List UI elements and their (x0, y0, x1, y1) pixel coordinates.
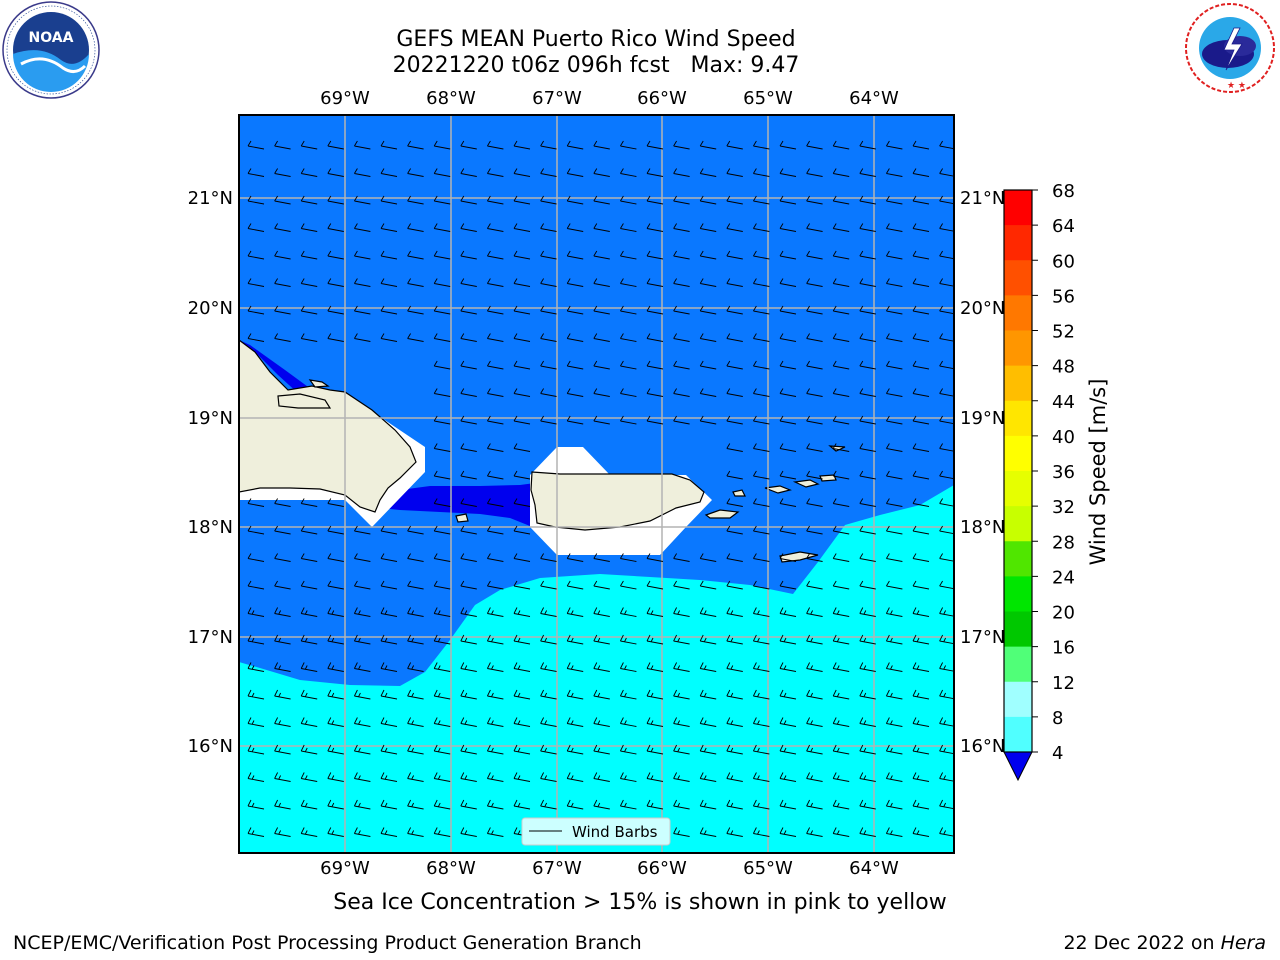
colorbar-segment-7 (1004, 435, 1032, 472)
lat-label-right-1: 20°N (960, 298, 1005, 319)
lat-label-left-3: 18°N (188, 517, 233, 538)
colorbar-tick-4: 4 (1052, 743, 1063, 764)
colorbar-tick-32: 32 (1052, 497, 1075, 518)
land-puerto-rico (530, 471, 705, 531)
land-tortuga (277, 393, 332, 409)
colorbar-segment-3 (1004, 295, 1032, 331)
svg-text:★ ★: ★ ★ (1227, 81, 1246, 91)
colorbar-segment-11 (1004, 576, 1032, 612)
colorbar-segment-6 (1004, 400, 1032, 437)
lon-label-top-3: 66°W (637, 88, 687, 109)
lat-label-left-5: 16°N (188, 736, 233, 757)
colorbar-tick-24: 24 (1052, 567, 1075, 588)
colorbar-tick-28: 28 (1052, 532, 1075, 553)
land-vieques (704, 509, 740, 519)
lon-label-bottom-5: 64°W (849, 858, 899, 879)
colorbar-tick-52: 52 (1052, 322, 1075, 343)
colorbar-segment-0 (1004, 190, 1032, 226)
lon-label-top-1: 68°W (426, 88, 476, 109)
legend-label: Wind Barbs (572, 823, 658, 841)
noaa-logo-text: NOAA (29, 30, 74, 46)
footer-branch: NCEP/EMC/Verification Post Processing Pr… (13, 932, 642, 954)
colorbar-segment-14 (1004, 681, 1032, 718)
colorbar-tick-16: 16 (1052, 638, 1075, 659)
lon-label-top-4: 65°W (743, 88, 793, 109)
colorbar-tick-56: 56 (1052, 286, 1075, 307)
sea-ice-note: Sea Ice Concentration > 15% is shown in … (333, 890, 947, 915)
map-area (239, 115, 954, 853)
lat-label-left-4: 17°N (188, 627, 233, 648)
lat-label-right-2: 19°N (960, 408, 1005, 429)
wind-barb-glyphs (247, 140, 954, 837)
colorbar-tick-12: 12 (1052, 673, 1075, 694)
lat-label-right-0: 21°N (960, 188, 1005, 209)
lon-label-bottom-2: 67°W (532, 858, 582, 879)
wind-barbs (247, 140, 954, 837)
colorbar-segment-13 (1004, 646, 1032, 683)
colorbar-segment-12 (1004, 611, 1032, 648)
footer-date: 22 Dec 2022 on Hera (1063, 932, 1266, 954)
colorbar-segment-2 (1004, 260, 1032, 296)
wind-barbs-legend: Wind Barbs (521, 817, 671, 846)
colorbar-tick-44: 44 (1052, 392, 1075, 413)
lon-label-bottom-3: 66°W (637, 858, 687, 879)
colorbar-tick-40: 40 (1052, 427, 1075, 448)
lon-label-bottom-0: 69°W (320, 858, 370, 879)
colorbar-segment-4 (1004, 330, 1032, 367)
colorbar-tick-36: 36 (1052, 462, 1075, 483)
footer-date-prefix: 22 Dec 2022 on (1063, 932, 1221, 954)
colorbar: 68 64 60 56 52 48 44 40 36 32 28 24 20 16 12 8 4 (1003, 181, 1075, 782)
lon-label-top-5: 64°W (849, 88, 899, 109)
colorbar-under-arrow (1003, 751, 1033, 782)
lon-label-bottom-4: 65°W (743, 858, 793, 879)
colorbar-tick-60: 60 (1052, 251, 1075, 272)
colorbar-title: Wind Speed [m/s] (1086, 379, 1110, 566)
map-border (238, 114, 955, 854)
colorbar-segment-5 (1004, 365, 1032, 402)
colorbar-tick-68: 68 (1052, 181, 1075, 202)
lat-label-right-3: 18°N (960, 517, 1005, 538)
map-title-line2: 20221220 t06z 096h fcst Max: 9.47 (392, 53, 800, 78)
map-title-line1: GEFS MEAN Puerto Rico Wind Speed (396, 27, 796, 52)
wind-contour-below-4-mona (380, 483, 535, 528)
lat-label-right-5: 16°N (960, 736, 1005, 757)
colorbar-tick-64: 64 (1052, 216, 1075, 237)
land-north-islets (308, 379, 330, 388)
colorbar-segment-10 (1004, 541, 1032, 577)
land-hispaniola (239, 339, 417, 513)
colorbar-tick-20: 20 (1052, 603, 1075, 624)
lon-label-top-0: 69°W (320, 88, 370, 109)
lon-label-top-2: 67°W (532, 88, 582, 109)
colorbar-segment-9 (1004, 506, 1032, 542)
lat-label-left-0: 21°N (188, 188, 233, 209)
colorbar-tick-48: 48 (1052, 357, 1075, 378)
land-virgin-islands (455, 445, 846, 523)
nws-logo: ★ ★ (1184, 2, 1276, 94)
colorbar-segment-8 (1004, 471, 1032, 507)
colorbar-tick-8: 8 (1052, 708, 1063, 729)
wind-contour-below-4 (239, 340, 315, 395)
lon-label-bottom-1: 68°W (426, 858, 476, 879)
lat-label-left-2: 19°N (188, 408, 233, 429)
map-tick-labels: 69°W 69°W 68°W 68°W 67°W 67°W 66°W 66°W 65°W 65°W… (188, 88, 1006, 879)
colorbar-segment-15 (1004, 716, 1032, 753)
colorbar-segment-1 (1004, 225, 1032, 261)
lat-label-right-4: 17°N (960, 627, 1005, 648)
noaa-logo: NOAA (2, 1, 100, 99)
footer-host: Hera (1220, 932, 1266, 954)
lat-label-left-1: 20°N (188, 298, 233, 319)
